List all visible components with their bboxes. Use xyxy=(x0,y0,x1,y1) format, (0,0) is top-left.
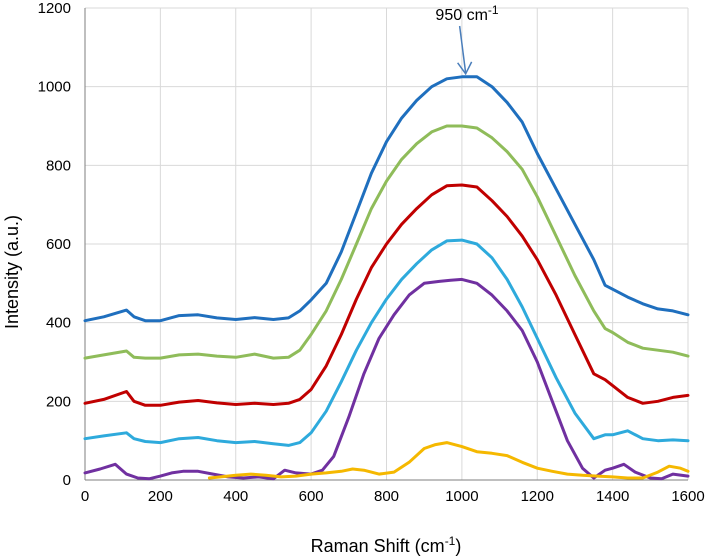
peak-annotation: 950 cm-1 xyxy=(435,3,498,24)
x-tick-label: 1000 xyxy=(445,488,478,505)
y-tick-label: 1200 xyxy=(38,0,71,17)
series-line-2 xyxy=(83,124,690,360)
x-tick-label: 400 xyxy=(223,488,248,505)
x-tick-label: 600 xyxy=(299,488,324,505)
x-tick-label: 1400 xyxy=(596,488,629,505)
axes xyxy=(84,8,688,481)
series-lines xyxy=(83,75,690,481)
y-tick-label: 600 xyxy=(46,236,71,253)
series-line-6 xyxy=(207,441,690,480)
series-line-5 xyxy=(83,277,690,481)
y-tick-label: 1000 xyxy=(38,79,71,96)
y-tick-label: 800 xyxy=(46,157,71,174)
arrow-head xyxy=(457,61,473,76)
x-tick-label: 200 xyxy=(148,488,173,505)
series-line-1 xyxy=(83,75,690,323)
series-line-3 xyxy=(83,183,690,407)
series-line-4 xyxy=(83,238,690,447)
x-tick-label: 0 xyxy=(81,488,89,505)
x-tick-label: 1600 xyxy=(671,488,704,505)
y-tick-label: 400 xyxy=(46,315,71,332)
tick-labels: 0 200 400 600 800 1000 1200 1400 1600 0 200 400 600 8… xyxy=(38,0,705,505)
y-axis-title: Intensity (a.u.) xyxy=(2,215,22,329)
x-axis-title: Raman Shift (cm-1) xyxy=(311,534,462,556)
x-tick-label: 1200 xyxy=(521,488,554,505)
y-tick-label: 0 xyxy=(63,472,71,489)
x-tick-label: 800 xyxy=(374,488,399,505)
peak-arrow xyxy=(457,25,473,76)
y-tick-label: 200 xyxy=(46,393,71,410)
arrow-shaft xyxy=(458,25,467,73)
